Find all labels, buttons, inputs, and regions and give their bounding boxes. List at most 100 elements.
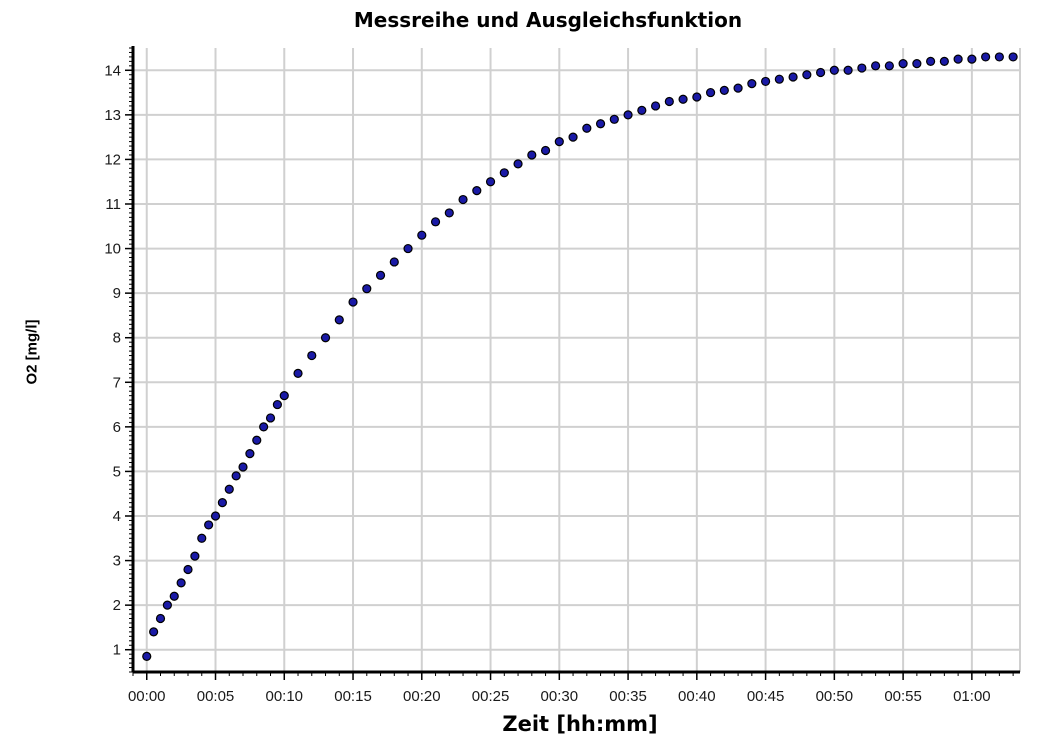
x-axis-label: Zeit [hh:mm] (502, 712, 658, 736)
y-tick-label: 9 (113, 285, 121, 302)
data-point (485, 177, 496, 187)
y-tick-label: 14 (104, 62, 121, 79)
data-point (252, 435, 262, 445)
data-point (650, 101, 661, 111)
chart-title: Messreihe und Ausgleichsfunktion (353, 8, 743, 32)
data-point (760, 76, 771, 87)
x-tick-label: 00:10 (265, 688, 303, 705)
data-point (678, 94, 688, 104)
data-point (375, 270, 386, 280)
grid (133, 48, 1021, 672)
data-point (554, 137, 564, 147)
data-point (265, 413, 276, 423)
x-tick-label: 00:05 (197, 688, 235, 705)
data-point (719, 85, 729, 95)
y-tick-label: 4 (113, 508, 121, 525)
y-tick-label: 10 (104, 241, 121, 258)
data-point (499, 168, 509, 178)
y-tick-label: 2 (113, 597, 121, 614)
data-point (857, 63, 867, 73)
data-point (568, 132, 578, 142)
y-tick-label: 1 (113, 642, 121, 659)
y-tick-label: 11 (105, 196, 121, 213)
data-point (582, 123, 592, 133)
data-point (788, 72, 798, 82)
data-point (458, 194, 468, 205)
y-tick-label: 5 (113, 463, 121, 480)
data-point (912, 58, 922, 69)
data-point (967, 54, 977, 64)
y-tick-label: 13 (104, 107, 121, 124)
data-point (217, 498, 227, 508)
data-point (609, 114, 619, 124)
data-point (527, 150, 537, 160)
x-tick-label: 00:25 (472, 688, 510, 705)
data-point (417, 230, 427, 240)
data-point (169, 591, 179, 601)
x-tick-label: 00:30 (541, 688, 579, 705)
data-point (444, 208, 454, 218)
data-point (595, 119, 606, 129)
data-point (362, 284, 372, 294)
data-point (540, 145, 551, 156)
data-point (149, 627, 159, 637)
data-point (320, 333, 331, 343)
data-point (245, 449, 255, 459)
data-point (334, 315, 344, 325)
data-point (183, 564, 193, 575)
data-point (197, 533, 207, 543)
data-point (204, 520, 214, 530)
data-point (162, 600, 172, 610)
y-tick-label: 7 (113, 374, 121, 391)
data-point (843, 65, 853, 75)
data-point (815, 67, 826, 78)
data-point (238, 462, 248, 472)
data-point (926, 56, 936, 66)
y-tick-label: 12 (104, 151, 121, 168)
data-point (259, 422, 269, 432)
data-point (142, 651, 152, 662)
data-point (871, 61, 881, 71)
data-point (898, 58, 908, 69)
data-point (747, 79, 757, 89)
data-point (389, 257, 399, 267)
data-point (692, 92, 702, 102)
data-point (981, 52, 991, 62)
data-point (1008, 52, 1018, 62)
y-tick-label: 6 (113, 419, 121, 436)
data-point (802, 70, 812, 80)
x-tick-label: 00:35 (609, 688, 647, 705)
x-tick-label: 00:00 (128, 688, 166, 705)
data-point (513, 159, 523, 169)
data-point (637, 105, 647, 116)
data-point (348, 297, 358, 307)
data-point (272, 399, 282, 410)
data-point (472, 186, 482, 196)
data-point (293, 368, 303, 378)
data-point (733, 83, 743, 93)
x-tick-label: 01:00 (953, 688, 991, 705)
data-point (176, 578, 186, 588)
y-tick-label: 8 (113, 330, 121, 347)
data-point (155, 613, 166, 624)
data-point (994, 52, 1004, 62)
x-tick-label: 00:15 (334, 688, 372, 705)
x-tick-label: 00:40 (678, 688, 716, 705)
data-point (279, 391, 289, 401)
data-points (142, 52, 1018, 662)
x-tick-label: 00:20 (403, 688, 441, 705)
data-point (884, 61, 894, 71)
data-point (307, 350, 317, 361)
data-point (705, 87, 716, 98)
data-point (231, 471, 241, 481)
data-point (190, 551, 200, 561)
data-point (774, 74, 784, 84)
data-point (430, 217, 441, 227)
data-point (953, 54, 963, 64)
data-point (403, 243, 413, 254)
x-tick-label: 00:45 (747, 688, 785, 705)
data-point (224, 484, 234, 494)
data-point (623, 110, 633, 120)
